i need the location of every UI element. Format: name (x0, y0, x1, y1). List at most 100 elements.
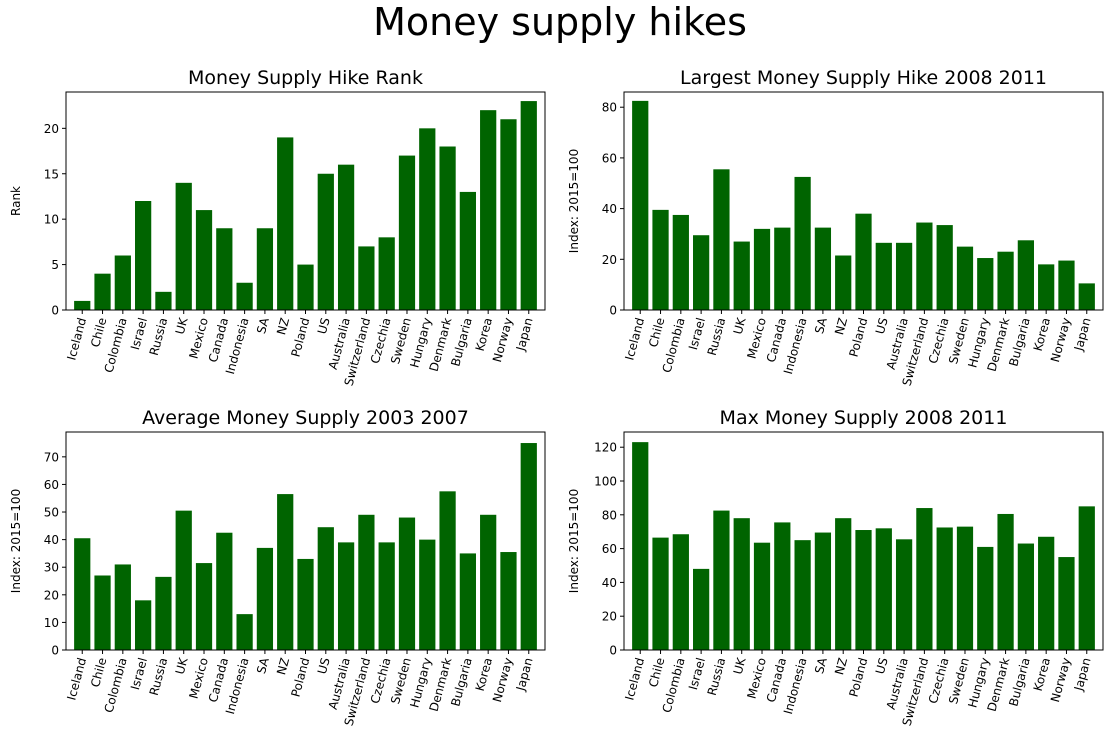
bar-sweden (956, 526, 974, 650)
y-tick-label: 0 (609, 644, 617, 658)
x-tick-label-nz: NZ (832, 656, 850, 676)
bar-bulgaria (1017, 240, 1034, 310)
x-tick-label-nz: NZ (832, 316, 850, 336)
bar-sweden (398, 155, 416, 310)
plot-frame (65, 91, 546, 311)
y-tick-label: 0 (51, 644, 59, 658)
bar-poland (297, 264, 314, 310)
bar-nz (277, 494, 294, 650)
bar-israel (135, 201, 152, 310)
y-tick-label: 60 (602, 542, 617, 556)
y-tick-label: 5 (51, 258, 59, 272)
x-tick-label-chile: Chile (88, 656, 109, 689)
y-tick-label: 20 (602, 253, 617, 267)
x-tick-label-korea: Korea (473, 656, 495, 692)
bar-russia (713, 510, 730, 650)
bar-hungary (419, 128, 436, 310)
x-tick-label-japan: Japan (1071, 316, 1093, 353)
chart-title: Money Supply Hike Rank (188, 67, 423, 89)
y-tick-label: 10 (44, 616, 59, 630)
y-tick-label: 10 (44, 213, 59, 227)
bar-switzerland (358, 246, 375, 310)
chart-panel-largest-hike: Largest Money Supply Hike 2008 2011 Index… (567, 67, 1104, 387)
y-tick-label: 0 (609, 304, 617, 318)
y-tick-label: 80 (602, 101, 617, 115)
x-tick-label-korea: Korea (473, 316, 495, 352)
x-tick-label-us: US (315, 656, 333, 675)
bar-hungary (977, 258, 994, 310)
bar-sa (814, 227, 832, 310)
y-axis-label: Index: 2015=100 (567, 489, 581, 593)
y-tick-label: 60 (602, 151, 617, 165)
bar-mexico (753, 228, 771, 310)
bar-chile (652, 209, 669, 310)
x-tick-label-russia: Russia (147, 656, 171, 697)
bar-norway (1058, 260, 1075, 310)
x-tick-label-chile: Chile (88, 316, 109, 349)
bar-poland (855, 213, 872, 310)
bar-israel (693, 235, 710, 310)
y-tick-label: 120 (594, 441, 617, 455)
x-tick-label-uk: UK (731, 315, 749, 336)
x-tick-label-israel: Israel (128, 656, 150, 691)
bar-korea (1038, 264, 1055, 310)
bar-mexico (753, 542, 771, 650)
bar-uk (733, 518, 750, 650)
bar-sweden (956, 246, 974, 310)
bar-us (875, 528, 892, 650)
x-tick-label-nz: NZ (274, 316, 292, 336)
bar-iceland (632, 100, 649, 310)
bar-korea (1038, 536, 1055, 650)
chart-title: Average Money Supply 2003 2007 (142, 407, 469, 429)
x-tick-label-israel: Israel (686, 316, 708, 351)
x-tick-label-poland: Poland (847, 656, 871, 698)
x-tick-label-iceland: Iceland (64, 656, 89, 702)
plot-frame (623, 431, 1104, 651)
x-tick-label-us: US (873, 316, 891, 335)
bar-iceland (74, 538, 91, 650)
y-tick-label: 80 (602, 508, 617, 522)
bar-colombia (672, 534, 689, 650)
bar-sa (256, 228, 274, 310)
y-tick-label: 20 (602, 610, 617, 624)
x-tick-label-chile: Chile (646, 656, 667, 689)
bar-korea (480, 514, 497, 650)
bar-israel (693, 568, 710, 650)
chart-panel-max-supply: Max Money Supply 2008 2011 Index: 2015=10… (567, 407, 1104, 727)
bar-czechia (378, 542, 395, 650)
figure-title: Money supply hikes (373, 0, 747, 44)
bar-sa (814, 532, 832, 650)
bar-indonesia (794, 176, 811, 310)
bar-canada (216, 228, 233, 310)
x-tick-label-japan: Japan (513, 656, 535, 693)
x-tick-label-korea: Korea (1031, 656, 1053, 692)
x-tick-label-chile: Chile (646, 316, 667, 349)
bar-switzerland (358, 514, 375, 650)
x-tick-label-uk: UK (173, 315, 191, 336)
bar-bulgaria (459, 553, 476, 650)
x-tick-label-russia: Russia (147, 316, 171, 357)
bar-us (875, 242, 892, 310)
bar-japan (1078, 506, 1095, 650)
bar-nz (835, 518, 852, 650)
bar-denmark (439, 491, 456, 650)
y-tick-label: 20 (44, 588, 59, 602)
bar-canada (774, 522, 791, 650)
bar-czechia (936, 225, 953, 310)
x-tick-label-uk: UK (173, 655, 191, 676)
chart-panel-rank: Money Supply Hike Rank Rank 0 5 10 15 20 Icelan… (9, 67, 546, 387)
bar-switzerland (916, 508, 933, 650)
bar-denmark (439, 146, 456, 310)
bar-bulgaria (459, 191, 476, 310)
bar-norway (500, 552, 517, 650)
bar-hungary (419, 539, 436, 650)
bar-indonesia (236, 282, 253, 310)
x-tick-label-israel: Israel (686, 656, 708, 691)
y-tick-label: 70 (44, 450, 59, 464)
bar-nz (835, 255, 852, 310)
y-tick-label: 0 (51, 304, 59, 318)
bar-indonesia (236, 614, 253, 650)
plot-frame (65, 431, 546, 651)
x-tick-label-iceland: Iceland (622, 316, 647, 362)
bar-iceland (74, 300, 91, 310)
